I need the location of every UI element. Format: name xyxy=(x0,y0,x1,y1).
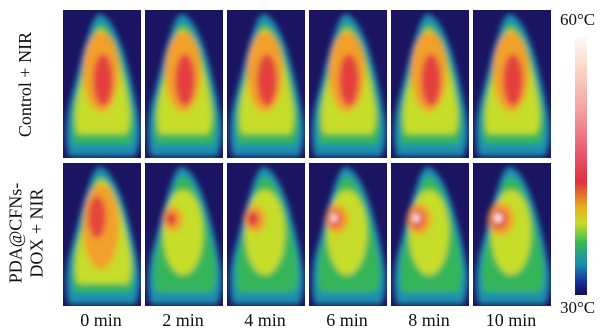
thermal-panel xyxy=(227,163,305,306)
temperature-colorbar xyxy=(575,38,587,295)
time-label-5: 10 min xyxy=(485,310,537,330)
mouse-thermal-image xyxy=(66,14,140,156)
mouse-thermal-image xyxy=(476,166,550,305)
mouse-thermal-image xyxy=(312,166,386,305)
mouse-thermal-image xyxy=(148,166,222,305)
time-label-2: 4 min xyxy=(244,310,286,330)
colorbar-min-label: 30°C xyxy=(560,298,596,317)
thermal-panel xyxy=(227,10,305,158)
mouse-thermal-image xyxy=(148,14,222,156)
colorbar-max-label: 60°C xyxy=(560,10,596,29)
time-label-4: 8 min xyxy=(408,310,450,330)
mouse-thermal-image xyxy=(394,14,468,156)
time-label-0: 0 min xyxy=(80,310,122,330)
time-label-3: 6 min xyxy=(326,310,368,330)
thermal-panel xyxy=(309,10,387,158)
time-label-1: 2 min xyxy=(162,310,204,330)
thermal-panel xyxy=(309,163,387,306)
thermal-panel xyxy=(145,163,223,306)
thermal-panel xyxy=(63,163,141,306)
mouse-thermal-image xyxy=(476,14,550,156)
mouse-thermal-image xyxy=(230,14,304,156)
mouse-thermal-image xyxy=(312,14,386,156)
thermal-panel xyxy=(145,10,223,158)
mouse-thermal-image xyxy=(394,166,468,305)
thermal-panel xyxy=(473,10,551,158)
mouse-thermal-image xyxy=(66,166,140,305)
thermal-panel xyxy=(391,163,469,306)
mouse-thermal-image xyxy=(230,166,304,305)
thermal-panel xyxy=(391,10,469,158)
thermal-panel xyxy=(473,163,551,306)
thermal-panel xyxy=(63,10,141,158)
